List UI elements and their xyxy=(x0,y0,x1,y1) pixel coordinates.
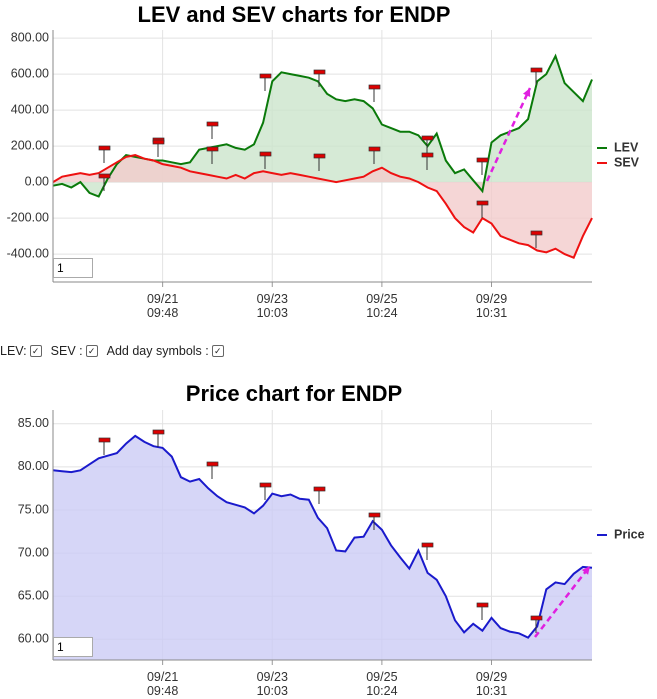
day-flag xyxy=(421,542,434,548)
y-tick-label: 65.00 xyxy=(18,589,49,603)
y-tick-label: -200.00 xyxy=(7,210,49,224)
y-tick-label: 75.00 xyxy=(18,502,49,516)
day-flag xyxy=(421,135,434,141)
y-tick-label: 85.00 xyxy=(18,416,49,430)
x-tick-label: 09/25 10:24 xyxy=(366,292,397,320)
chart-title: Price chart for ENDP xyxy=(186,381,402,406)
y-tick-label: -400.00 xyxy=(7,246,49,260)
area xyxy=(53,155,592,258)
x-tick-label: 09/21 09:48 xyxy=(147,670,178,698)
day-flag xyxy=(476,157,489,163)
day-flag xyxy=(421,152,434,158)
zoom-input[interactable]: 1 xyxy=(53,258,93,278)
day-flag xyxy=(152,139,165,145)
day-flag xyxy=(152,429,165,435)
day-flag xyxy=(98,437,111,443)
day-flag xyxy=(368,512,381,518)
day-flag xyxy=(259,151,272,157)
day-flag xyxy=(476,602,489,608)
day-flag xyxy=(530,615,543,621)
trend-arrow-head xyxy=(581,566,590,575)
day-flag xyxy=(313,69,326,75)
legend-label: LEV xyxy=(614,140,639,154)
x-tick-label: 09/29 10:31 xyxy=(476,292,507,320)
day-flag xyxy=(206,461,219,467)
day-flag xyxy=(313,486,326,492)
control-label: LEV: xyxy=(0,344,27,358)
area xyxy=(53,435,592,660)
y-tick-label: 400.00 xyxy=(11,102,49,116)
chart-title: LEV and SEV charts for ENDP xyxy=(138,2,451,27)
day-flag xyxy=(98,145,111,151)
day-flag xyxy=(98,173,111,179)
x-tick-label: 09/23 10:03 xyxy=(257,292,288,320)
checkbox[interactable]: ✓ xyxy=(211,345,224,357)
day-flag xyxy=(368,146,381,152)
trend-arrow xyxy=(534,565,591,638)
x-tick-label: 09/29 10:31 xyxy=(476,670,507,698)
zoom-input[interactable]: 1 xyxy=(53,637,93,657)
control-label: Add day symbols : xyxy=(106,344,209,358)
x-tick-label: 09/23 10:03 xyxy=(257,670,288,698)
day-flag xyxy=(313,153,326,159)
y-tick-label: 60.00 xyxy=(18,632,49,646)
day-flag xyxy=(476,200,489,206)
day-flag xyxy=(530,67,543,73)
legend-label: Price xyxy=(614,527,645,541)
line xyxy=(52,434,593,639)
day-flag xyxy=(259,73,272,79)
y-tick-label: 70.00 xyxy=(18,545,49,559)
legend-label: SEV xyxy=(614,155,640,169)
x-tick-label: 09/25 10:24 xyxy=(366,670,397,698)
control-label: SEV : xyxy=(50,344,83,358)
trend-arrow-head xyxy=(523,88,531,97)
y-tick-label: 800.00 xyxy=(11,30,49,44)
y-tick-label: 80.00 xyxy=(18,459,49,473)
area xyxy=(53,56,592,197)
day-flag xyxy=(259,482,272,488)
controls: LEV: ✓ SEV : ✓ Add day symbols : ✓ xyxy=(0,344,230,358)
checkbox[interactable]: ✓ xyxy=(85,345,98,357)
day-flag xyxy=(206,121,219,127)
line xyxy=(52,154,593,259)
y-tick-label: 0.00 xyxy=(25,174,49,188)
checkbox[interactable]: ✓ xyxy=(29,345,42,357)
day-flag xyxy=(368,84,381,90)
day-flag xyxy=(530,230,543,236)
y-tick-label: 600.00 xyxy=(11,66,49,80)
y-tick-label: 200.00 xyxy=(11,138,49,152)
trend-arrow xyxy=(485,87,532,182)
day-flag xyxy=(206,146,219,152)
x-tick-label: 09/21 09:48 xyxy=(147,292,178,320)
